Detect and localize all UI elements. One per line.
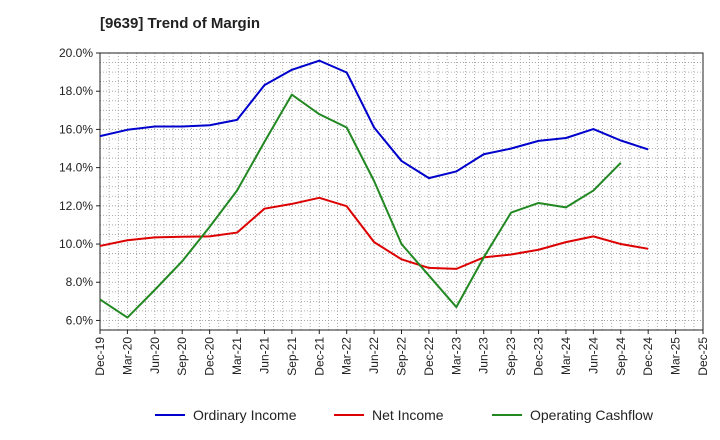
- x-tick-label: Sep-22: [395, 337, 409, 376]
- legend-label: Net Income: [372, 407, 444, 423]
- x-tick-label: Mar-23: [449, 337, 463, 375]
- x-tick-label: Mar-22: [340, 337, 354, 375]
- y-axis: 6.0% 8.0% 10.0% 12.0% 14.0% 16.0% 18.0% 20.0%: [59, 46, 100, 327]
- x-tick-label: Dec-23: [532, 337, 546, 376]
- y-tick-label: 8.0%: [66, 275, 94, 289]
- x-tick-label: Dec-24: [641, 337, 655, 376]
- x-tick-label: Jun-24: [586, 337, 600, 374]
- y-tick-label: 14.0%: [59, 161, 93, 175]
- y-tick-label: 16.0%: [59, 122, 93, 136]
- x-tick-label: Mar-25: [669, 337, 683, 375]
- legend-label: Ordinary Income: [193, 407, 297, 423]
- x-tick-label: Mar-20: [120, 337, 134, 375]
- series-line-ordinary-income: [99, 59, 649, 180]
- x-tick-label: Dec-20: [203, 337, 217, 376]
- y-tick-label: 18.0%: [59, 84, 93, 98]
- series-line-operating-cashflow: [99, 93, 622, 319]
- x-tick-label: Mar-21: [230, 337, 244, 375]
- legend: Ordinary Income Net Income Operating Cashf…: [155, 407, 654, 423]
- x-tick-label: Jun-20: [148, 337, 162, 374]
- grid-lines: [100, 53, 703, 330]
- series-line-net-income: [99, 196, 649, 270]
- x-tick-label: Dec-22: [422, 337, 436, 376]
- x-tick-label: Dec-19: [93, 337, 107, 376]
- y-tick-label: 20.0%: [59, 46, 93, 60]
- x-tick-label: Jun-22: [367, 337, 381, 374]
- x-tick-label: Sep-21: [285, 337, 299, 376]
- legend-label: Operating Cashflow: [530, 407, 654, 423]
- series-lines: [99, 59, 649, 319]
- x-tick-label: Jun-23: [477, 337, 491, 374]
- x-tick-label: Sep-24: [614, 337, 628, 376]
- x-tick-label: Jun-21: [257, 337, 271, 374]
- chart-title: [9639] Trend of Margin: [100, 15, 261, 32]
- x-tick-label: Dec-25: [696, 337, 710, 376]
- x-tick-label: Sep-23: [504, 337, 518, 376]
- x-axis: Dec-19 Mar-20 Jun-20 Sep-20 Dec-20 Mar-21 Jun-…: [93, 330, 710, 376]
- y-tick-label: 12.0%: [59, 199, 93, 213]
- x-tick-label: Sep-20: [175, 337, 189, 376]
- x-tick-label: Dec-21: [312, 337, 326, 376]
- y-tick-label: 10.0%: [59, 237, 93, 251]
- x-tick-label: Mar-24: [559, 337, 573, 375]
- y-tick-label: 6.0%: [66, 313, 94, 327]
